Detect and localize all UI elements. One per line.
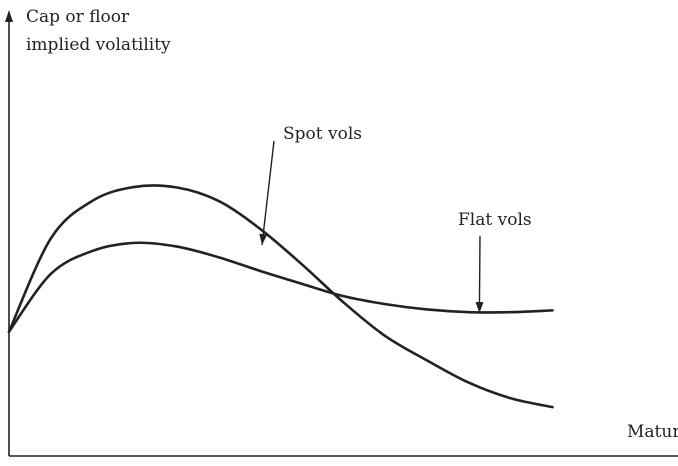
annotation-arrowhead-spot-vols — [259, 233, 268, 246]
annotation-label-spot-vols: Spot vols — [283, 124, 362, 144]
annotation-leader-flat-vols — [478, 235, 481, 314]
annotation-layer: Spot vols Flat vols — [259, 124, 532, 314]
annotation-leader-spot-vols — [261, 140, 275, 246]
y-axis-arrowhead — [5, 10, 13, 22]
series-layer — [7, 184, 554, 409]
series-line-spot-vols — [7, 184, 554, 409]
y-axis-label-line-2: implied volatility — [26, 35, 171, 55]
annotation-arrowhead-flat-vols — [475, 302, 484, 313]
plot-area: Spot vols Flat vols — [5, 10, 678, 457]
series-line-flat-vols — [7, 241, 554, 333]
annotation-label-flat-vols: Flat vols — [458, 210, 532, 230]
y-axis-label-line-1: Cap or floor — [26, 7, 130, 27]
x-axis-label: Matur — [627, 422, 678, 442]
